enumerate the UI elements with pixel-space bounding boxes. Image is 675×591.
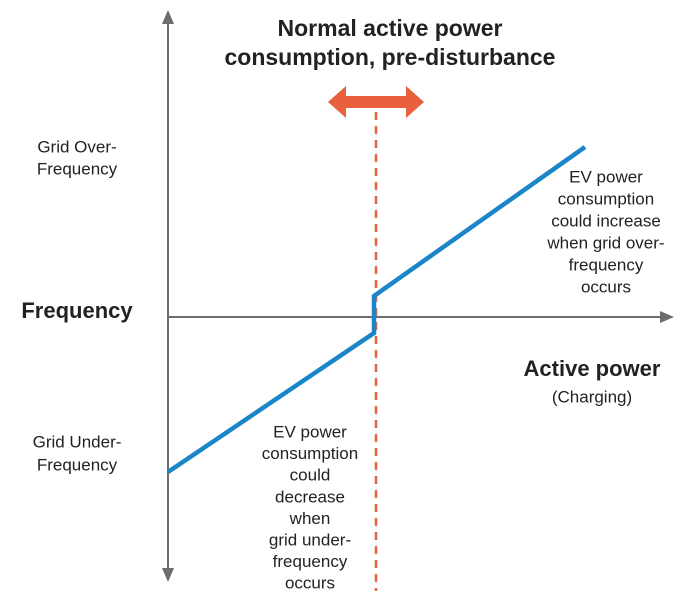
- y-top-label: Frequency: [37, 159, 118, 178]
- lower-note: occurs: [285, 574, 335, 591]
- y-bottom-label: Grid Under-: [33, 432, 122, 451]
- upper-note: EV power: [569, 167, 643, 186]
- labels: Normal active power consumption, pre-dist…: [21, 15, 664, 591]
- title: consumption, pre-disturbance: [225, 44, 556, 70]
- lower-note: grid under-: [269, 530, 351, 549]
- lower-note: consumption: [262, 444, 358, 463]
- upper-note: consumption: [558, 189, 654, 208]
- lower-note: frequency: [273, 552, 348, 571]
- lower-note: could: [290, 466, 331, 485]
- lower-note: EV power: [273, 422, 347, 441]
- x-axis-label: Active power: [524, 356, 661, 381]
- response-line: [166, 145, 587, 474]
- axis-arrow: [162, 10, 174, 24]
- x-axis-sublabel: (Charging): [552, 387, 632, 406]
- y-top-label: Grid Over-: [37, 137, 116, 156]
- upper-note: occurs: [581, 277, 631, 296]
- y-bottom-label: Frequency: [37, 455, 118, 474]
- axis-arrow: [162, 568, 174, 582]
- y-axis-label: Frequency: [21, 298, 133, 323]
- upper-note: could increase: [551, 211, 661, 230]
- lower-note: decrease: [275, 487, 345, 506]
- axis-arrow: [660, 311, 674, 323]
- double-arrow: [328, 86, 424, 118]
- upper-note: frequency: [569, 255, 644, 274]
- upper-note: when grid over-: [546, 233, 664, 252]
- title: Normal active power: [278, 15, 503, 41]
- lower-note: when: [289, 509, 331, 528]
